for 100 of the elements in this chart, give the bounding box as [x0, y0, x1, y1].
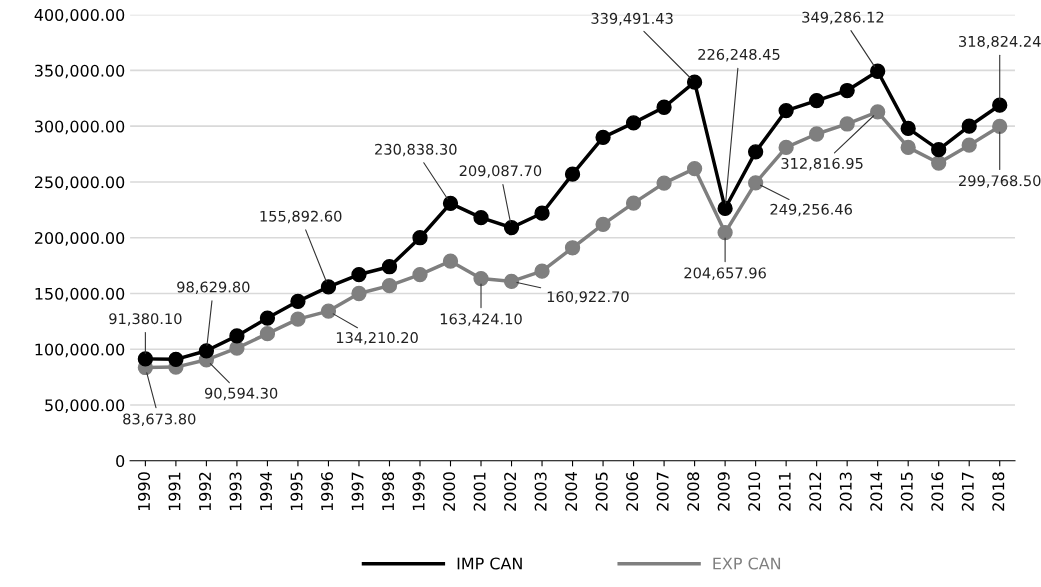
point: [809, 126, 825, 142]
x-tick-label: 1998: [382, 472, 395, 511]
data-label: 226,248.45: [698, 48, 780, 62]
point: [992, 97, 1008, 113]
x-tick-label: 2015: [900, 472, 913, 511]
data-label: 83,673.80: [123, 413, 196, 426]
point: [839, 82, 855, 99]
data-label: 230,838.30: [375, 143, 457, 157]
data-label: 155,892.60: [260, 210, 342, 224]
x-tick-label: 2006: [626, 472, 639, 511]
point: [381, 278, 398, 294]
x-tick-label: 2016: [931, 472, 944, 511]
point: [564, 240, 581, 256]
point: [931, 141, 947, 158]
point: [168, 351, 184, 367]
point: [137, 351, 154, 367]
point: [259, 326, 276, 342]
point: [290, 311, 306, 327]
x-tick-label: 2012: [809, 472, 822, 511]
data-label: 349,286.12: [802, 11, 884, 25]
data-label: 91,380.10: [109, 313, 182, 326]
point: [931, 155, 947, 171]
point: [442, 253, 459, 269]
point: [198, 343, 215, 359]
point: [412, 230, 428, 246]
y-tick-label: 50,000.00: [45, 399, 125, 413]
point: [503, 273, 520, 289]
point: [961, 137, 977, 153]
point: [961, 118, 977, 134]
data-label: 160,922.70: [547, 291, 629, 304]
y-tick-label: 250,000.00: [34, 176, 125, 190]
data-label: 318,824.24: [959, 35, 1041, 49]
point: [564, 166, 581, 182]
data-label: 163,424.10: [440, 313, 522, 326]
point: [900, 120, 916, 137]
x-tick-label: 1991: [168, 472, 181, 511]
point: [809, 92, 825, 109]
x-tick-label: 2017: [961, 472, 974, 511]
x-tick-label: 2003: [534, 472, 547, 511]
x-tick-label: 2001: [473, 472, 486, 511]
x-tick-label: 2013: [839, 472, 852, 511]
point: [717, 200, 733, 217]
x-tick-label: 1992: [198, 472, 212, 511]
point: [900, 139, 916, 156]
point: [351, 285, 367, 302]
point: [717, 224, 733, 241]
point: [747, 144, 764, 160]
x-tick-label: 2002: [504, 472, 517, 511]
point: [473, 270, 489, 287]
point: [381, 259, 398, 275]
point: [412, 266, 428, 283]
y-tick-label: 300,000.00: [35, 120, 125, 135]
y-tick-label: 350,000.00: [35, 64, 125, 79]
x-tick-label: 1993: [229, 472, 242, 511]
point: [595, 129, 611, 145]
x-tick-label: 2007: [656, 472, 669, 511]
point: [473, 210, 489, 226]
data-label: 312,816.95: [781, 157, 863, 171]
x-tick-label: 2009: [717, 472, 730, 511]
x-tick-label: 1999: [412, 472, 425, 511]
x-tick-label: 2011: [778, 472, 791, 511]
y-tick-label: 150,000.00: [35, 287, 125, 302]
data-label: 90,594.30: [204, 387, 278, 401]
point: [595, 216, 611, 232]
y-tick-label: 400,000.00: [34, 8, 125, 23]
x-tick-label: 2004: [565, 472, 578, 511]
point: [442, 195, 459, 211]
point: [290, 293, 306, 309]
x-tick-label: 2010: [748, 472, 761, 511]
x-tick-label: 2014: [870, 472, 883, 511]
point: [870, 104, 886, 120]
data-label: 204,657.96: [684, 267, 766, 280]
point: [686, 160, 703, 177]
data-label: 249,256.46: [770, 203, 853, 217]
text: EXP CAN: [713, 557, 781, 570]
point: [992, 118, 1008, 135]
data-label: 209,087.70: [459, 165, 542, 178]
point: [686, 74, 703, 90]
point: [351, 266, 367, 283]
point: [656, 99, 672, 115]
data-label: 299,768.50: [959, 175, 1041, 188]
point: [778, 139, 794, 156]
data-label: 98,629.80: [177, 281, 250, 295]
point: [320, 279, 337, 295]
data-label: 339,491.43: [591, 12, 673, 26]
point: [625, 195, 642, 211]
text: IMP CAN: [457, 557, 522, 570]
point: [747, 175, 764, 191]
y-tick-label: 0: [116, 455, 125, 468]
x-tick-label: 2005: [595, 472, 608, 511]
point: [870, 63, 886, 79]
y-tick-label: 200,000.00: [34, 231, 125, 246]
point: [320, 303, 337, 319]
x-tick-label: 2000: [443, 472, 456, 511]
x-tick-label: 1990: [137, 472, 151, 511]
x-tick-label: 1996: [321, 472, 334, 511]
point: [229, 328, 245, 344]
point: [778, 102, 794, 119]
point: [503, 219, 520, 236]
point: [839, 116, 855, 132]
